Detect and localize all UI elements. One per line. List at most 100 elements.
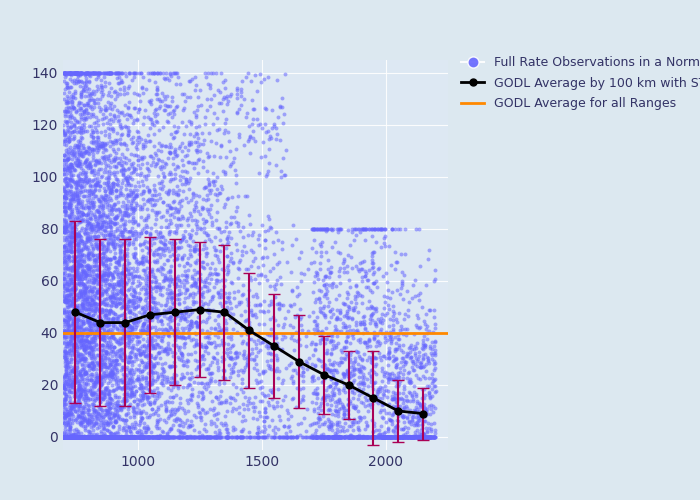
Point (383, 433, 394, 441)
Point (106, 429, 117, 437)
Point (86, 188, 97, 196)
Point (99, 249, 110, 257)
Point (89, 256, 100, 264)
Point (243, 394, 254, 402)
Point (131, 320, 142, 328)
Point (123, 164, 134, 172)
Point (375, 326, 386, 334)
Point (276, 433, 287, 441)
Point (83, 210, 94, 218)
Point (158, 332, 169, 340)
Point (270, 284, 281, 292)
Point (202, 274, 213, 282)
Point (174, 237, 186, 245)
Point (163, 154, 174, 162)
Point (97, 291, 108, 299)
Point (67, 433, 78, 441)
Point (72, 200, 83, 207)
Point (78, 344, 90, 351)
Point (418, 394, 429, 402)
Point (61, 410, 72, 418)
Point (89, 233, 100, 241)
Point (72, 433, 83, 441)
Point (111, 356, 122, 364)
Point (400, 433, 411, 441)
Point (118, 302, 129, 310)
Point (395, 326, 406, 334)
Point (286, 334, 297, 342)
Point (64, 252, 75, 260)
Point (232, 353, 243, 361)
Point (133, 128, 144, 136)
Point (70, 69, 81, 77)
Point (188, 289, 199, 297)
Point (123, 111, 134, 119)
Point (137, 304, 148, 312)
Point (335, 404, 346, 412)
Point (116, 124, 127, 132)
Point (78, 284, 89, 292)
Point (73, 268, 84, 276)
Point (318, 225, 329, 233)
Point (80, 433, 92, 441)
Point (423, 356, 434, 364)
Point (74, 433, 85, 441)
Point (80, 337, 91, 345)
Point (113, 69, 124, 77)
Point (172, 127, 183, 135)
Point (65, 431, 76, 439)
Point (336, 376, 347, 384)
Point (127, 292, 138, 300)
Point (73, 271, 84, 279)
Point (281, 433, 293, 441)
Point (155, 370, 167, 378)
Point (424, 433, 435, 441)
Point (72, 171, 83, 179)
Point (127, 272, 139, 280)
Point (339, 372, 350, 380)
Point (350, 418, 361, 426)
Point (207, 353, 218, 361)
Point (196, 390, 207, 398)
Point (195, 290, 206, 298)
Point (391, 258, 402, 266)
Point (288, 433, 299, 441)
Point (188, 378, 199, 386)
Point (123, 259, 134, 267)
Point (149, 362, 160, 370)
Point (197, 433, 208, 441)
Point (296, 419, 307, 427)
Point (390, 433, 401, 441)
Point (85, 338, 96, 346)
Point (399, 433, 410, 441)
Point (59, 433, 70, 441)
Point (95, 374, 106, 382)
Point (295, 276, 306, 284)
Point (58, 251, 69, 259)
Point (382, 362, 393, 370)
Point (118, 390, 130, 398)
Point (121, 382, 132, 390)
Point (77, 433, 88, 441)
Point (332, 433, 344, 441)
Point (104, 220, 116, 228)
Point (150, 220, 161, 228)
Point (419, 340, 430, 348)
Point (62, 134, 73, 142)
Point (122, 433, 134, 441)
Point (164, 433, 175, 441)
Point (413, 407, 424, 415)
Point (176, 312, 187, 320)
Point (97, 380, 108, 388)
Point (89, 433, 100, 441)
Point (141, 280, 152, 288)
Point (115, 352, 126, 360)
Point (60, 352, 71, 360)
Point (349, 402, 360, 410)
Point (124, 352, 135, 360)
Point (60, 400, 71, 408)
Point (64, 433, 75, 441)
Point (319, 310, 330, 318)
Point (404, 433, 415, 441)
Point (139, 342, 150, 349)
